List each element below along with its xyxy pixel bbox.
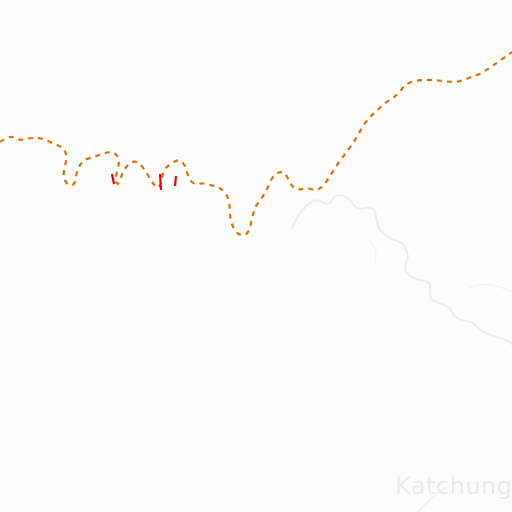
place-label: Katchung	[395, 472, 512, 500]
boundary-fragments	[110, 173, 178, 191]
river-tributary	[369, 239, 377, 265]
boundary-fragment	[173, 175, 178, 187]
boundary-casing	[0, 49, 512, 238]
international-boundary	[0, 51, 512, 237]
river-line	[290, 193, 512, 346]
boundary-fragment	[110, 173, 116, 185]
river-bank	[469, 283, 512, 293]
river-lower	[417, 487, 447, 512]
boundary-fragment	[158, 173, 163, 191]
